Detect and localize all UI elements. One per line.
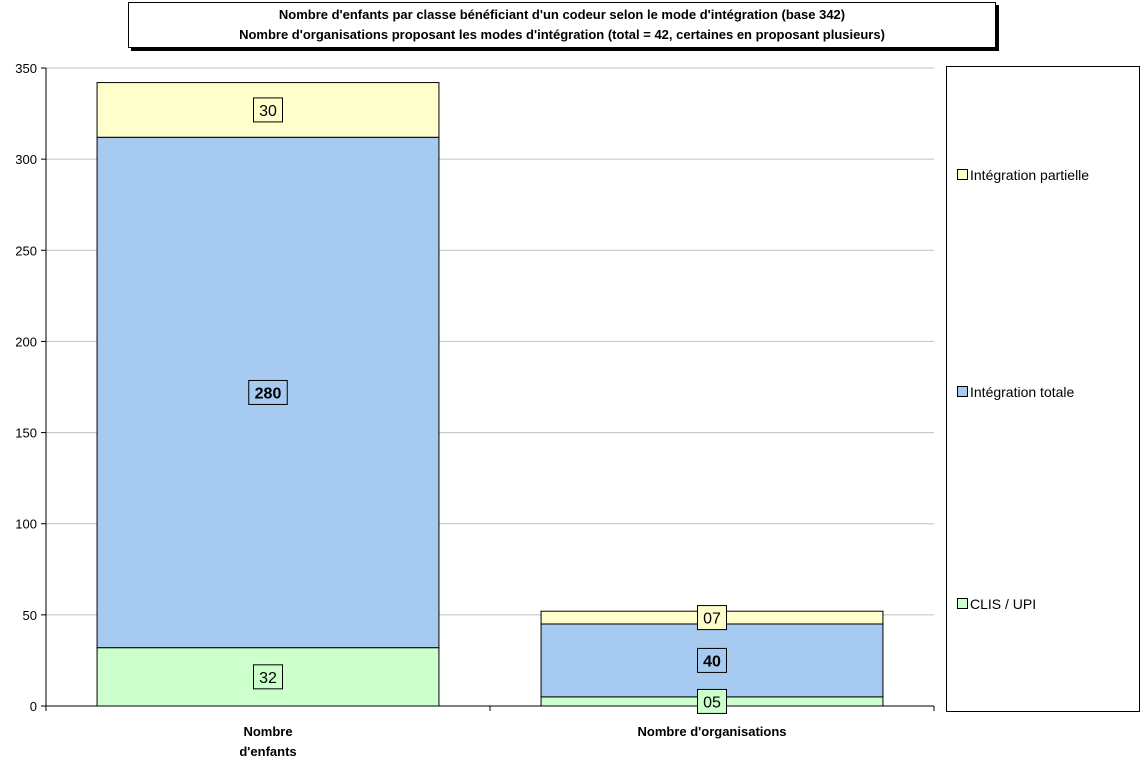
y-tick-label: 300: [15, 152, 37, 167]
legend-label-integration-totale: Intégration totale: [970, 384, 1075, 400]
legend-label-integration-partielle: Intégration partielle: [970, 167, 1090, 183]
y-tick-label: 100: [15, 517, 37, 532]
y-tick-label: 150: [15, 426, 37, 441]
data-label: 280: [255, 385, 282, 402]
data-label: 05: [703, 694, 721, 711]
x-tick-label: Nombre d'organisations: [638, 724, 787, 739]
legend-item-clis-upi: CLIS / UPI: [957, 596, 1036, 612]
y-tick-label: 350: [15, 61, 37, 76]
data-label: 07: [703, 611, 721, 628]
legend-swatch-integration-totale: [957, 386, 968, 397]
data-label-box: [697, 688, 727, 714]
data-label-box: [248, 379, 288, 405]
y-tick-label: 200: [15, 334, 37, 349]
y-tick-label: 250: [15, 243, 37, 258]
data-label-box: [253, 664, 283, 690]
data-label-box: [253, 97, 283, 123]
legend-label-clis-upi: CLIS / UPI: [970, 596, 1037, 612]
x-tick-label: Nombre d'enfants: [239, 724, 296, 759]
y-tick-label: 0: [30, 699, 37, 714]
data-label: 40: [703, 653, 721, 670]
chart-title-box: Nombre d'enfants par classe bénéficiant …: [128, 2, 996, 48]
legend-swatch-clis-upi: [957, 598, 968, 609]
legend-item-integration-totale: Intégration totale: [957, 384, 1074, 400]
data-label-box: [697, 647, 727, 673]
data-label-box: [697, 605, 727, 631]
y-tick-label: 50: [23, 608, 37, 623]
data-label: 30: [259, 103, 277, 120]
data-label: 32: [259, 670, 277, 687]
chart-subtitle: Nombre d'organisations proposant les mod…: [239, 27, 885, 42]
legend: Intégration partielle Intégration totale…: [946, 66, 1140, 712]
legend-swatch-integration-partielle: [957, 169, 968, 180]
chart-title: Nombre d'enfants par classe bénéficiant …: [278, 7, 846, 22]
legend-item-integration-partielle: Intégration partielle: [957, 167, 1089, 183]
